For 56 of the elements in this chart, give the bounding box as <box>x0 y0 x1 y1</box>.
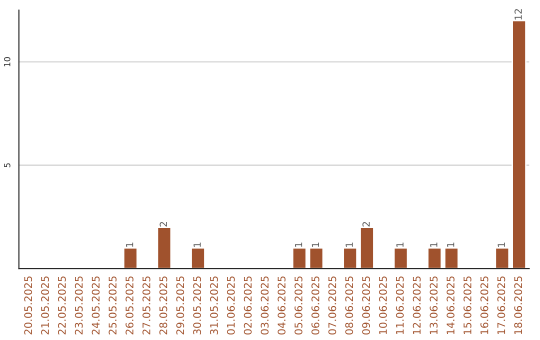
x-tick-label: 07.06.2025 <box>328 276 336 334</box>
data-label: 1 <box>194 242 201 247</box>
x-tick-label: 02.06.2025 <box>244 276 252 334</box>
data-label: 12 <box>514 9 522 20</box>
data-label: 1 <box>430 242 438 247</box>
y-tick-label: 5 <box>4 163 10 168</box>
data-label: 1 <box>312 242 319 247</box>
bar <box>512 20 527 269</box>
x-tick-label: 03.06.2025 <box>260 276 269 334</box>
data-label: 2 <box>362 222 370 227</box>
bar <box>122 247 138 269</box>
x-tick-label: 25.05.2025 <box>108 276 117 334</box>
x-tick-label: 17.06.2025 <box>497 276 506 334</box>
x-tick-label: 11.06.2025 <box>396 276 404 334</box>
x-tick-label: 23.05.2025 <box>74 276 83 334</box>
x-tick-label: 08.06.2025 <box>345 276 354 334</box>
bar <box>444 247 459 269</box>
data-label: 1 <box>447 242 454 247</box>
bar <box>190 247 206 269</box>
x-tick-label: 10.06.2025 <box>379 276 387 334</box>
x-tick-label: 27.05.2025 <box>142 276 150 334</box>
bar <box>494 247 510 269</box>
x-tick-label: 21.05.2025 <box>41 276 49 334</box>
data-label: 1 <box>498 242 505 247</box>
x-tick-label: 18.06.2025 <box>514 276 522 334</box>
x-tick-label: 26.05.2025 <box>126 276 134 334</box>
x-tick-label: 28.05.2025 <box>159 276 168 334</box>
x-tick-label: 05.06.2025 <box>294 276 302 334</box>
bar <box>292 247 307 269</box>
bar <box>427 247 442 269</box>
x-tick-label: 22.05.2025 <box>58 276 66 334</box>
data-label: 1 <box>346 242 353 247</box>
x-tick-label: 30.05.2025 <box>193 276 202 334</box>
data-label: 1 <box>396 242 404 247</box>
data-label: 2 <box>160 222 167 227</box>
x-tick-label: 04.06.2025 <box>278 276 286 334</box>
x-tick-label: 14.06.2025 <box>446 276 454 334</box>
x-tick-label: 16.06.2025 <box>480 276 488 334</box>
y-tick-label: 10 <box>4 57 10 66</box>
data-label: 1 <box>126 242 134 247</box>
x-tick-label: 06.06.2025 <box>311 276 320 334</box>
x-tick-label: 09.06.2025 <box>362 276 370 334</box>
x-tick-label: 13.06.2025 <box>430 276 438 334</box>
x-tick-label: 24.05.2025 <box>92 276 100 334</box>
bar <box>360 226 374 269</box>
bar <box>156 226 172 269</box>
bar <box>393 247 408 269</box>
data-label: 1 <box>294 242 302 247</box>
x-tick-label: 01.06.2025 <box>226 276 235 334</box>
x-tick-label: 12.06.2025 <box>412 276 421 334</box>
x-tick-label: 20.05.2025 <box>24 276 32 334</box>
bar <box>308 247 324 269</box>
x-tick-label: 29.05.2025 <box>176 276 184 334</box>
x-tick-label: 15.06.2025 <box>464 276 472 334</box>
bar <box>342 247 358 269</box>
x-tick-label: 31.05.2025 <box>210 276 218 334</box>
